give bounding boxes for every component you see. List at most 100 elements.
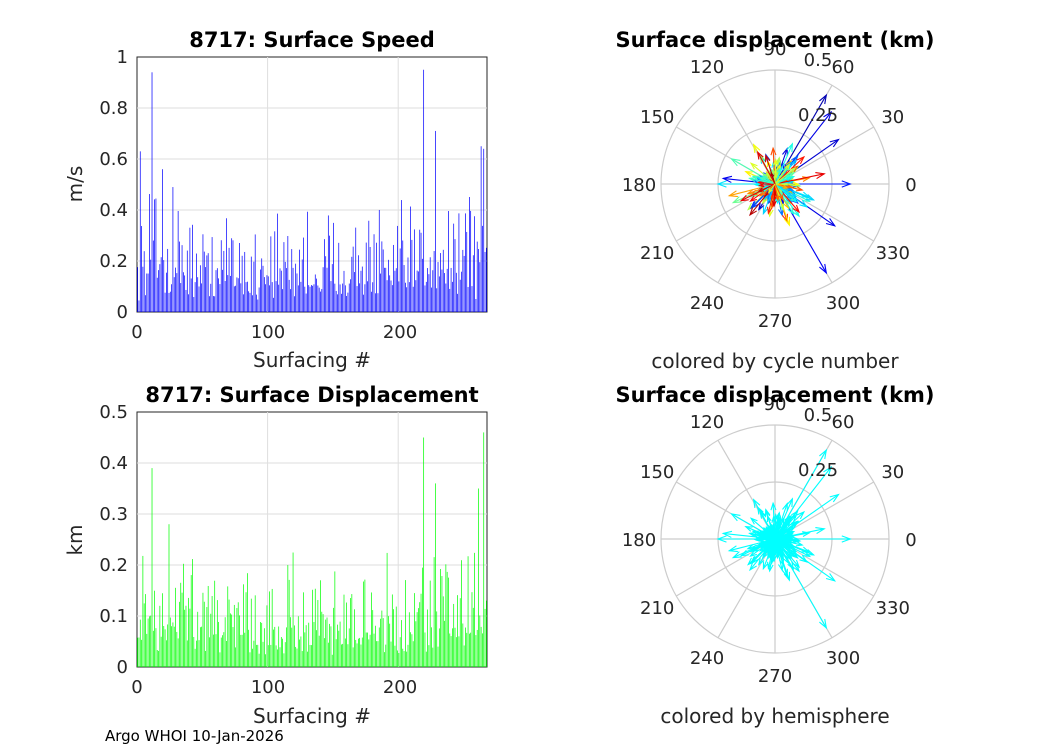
bar bbox=[346, 295, 347, 312]
bar bbox=[406, 651, 408, 667]
bar bbox=[407, 257, 409, 312]
displacement-vector bbox=[757, 537, 776, 543]
bar bbox=[160, 636, 162, 667]
bar bbox=[292, 552, 294, 667]
bar bbox=[411, 634, 413, 667]
vector-head bbox=[790, 196, 798, 204]
bar bbox=[483, 432, 485, 667]
bar bbox=[351, 256, 353, 312]
bar bbox=[197, 277, 199, 312]
displacement-vector bbox=[774, 538, 784, 556]
angle-spoke bbox=[717, 183, 776, 284]
bar bbox=[169, 617, 171, 667]
bar bbox=[367, 632, 368, 667]
bar bbox=[243, 584, 244, 667]
bar bbox=[177, 638, 179, 667]
angle-label: 30 bbox=[881, 462, 904, 483]
bar bbox=[246, 573, 248, 667]
vector-head bbox=[758, 177, 766, 182]
bar bbox=[198, 286, 200, 312]
bar bbox=[150, 259, 152, 312]
bar bbox=[253, 261, 255, 312]
bar bbox=[216, 268, 218, 312]
vector-shaft bbox=[774, 514, 777, 540]
bar bbox=[329, 623, 330, 667]
vector-head bbox=[749, 550, 757, 558]
polar-hemisphere-angle-labels: 0 30 60 90 120 150 180 210 240 270 300 330 bbox=[622, 394, 917, 687]
bar bbox=[292, 267, 294, 312]
vector-head bbox=[825, 573, 837, 582]
vector-head bbox=[825, 218, 837, 227]
bar bbox=[482, 225, 483, 312]
bar bbox=[395, 606, 397, 667]
bar bbox=[198, 640, 200, 667]
vector-head bbox=[788, 175, 796, 181]
bar bbox=[386, 552, 388, 667]
displacement-xlabel: Surfacing # bbox=[253, 704, 371, 728]
bar bbox=[168, 292, 170, 312]
displacement-vector bbox=[748, 532, 776, 540]
bar bbox=[388, 259, 389, 312]
bar bbox=[359, 637, 361, 667]
bar bbox=[442, 596, 444, 667]
bar bbox=[271, 282, 273, 312]
bar bbox=[199, 265, 201, 312]
displacement-vector bbox=[773, 513, 779, 540]
bar bbox=[299, 249, 300, 312]
bar bbox=[209, 296, 210, 312]
bar bbox=[141, 226, 142, 312]
bar bbox=[373, 633, 375, 667]
bar bbox=[164, 629, 166, 667]
bar bbox=[288, 279, 290, 312]
bar bbox=[176, 631, 178, 667]
bar bbox=[173, 626, 175, 667]
bar bbox=[455, 272, 457, 312]
bar bbox=[415, 621, 417, 667]
bar bbox=[287, 565, 289, 667]
bar bbox=[351, 594, 353, 667]
vector-shaft bbox=[759, 538, 776, 552]
bar bbox=[258, 653, 260, 667]
displacement-vector bbox=[748, 177, 776, 185]
bar bbox=[442, 249, 444, 312]
bar bbox=[418, 608, 419, 667]
vector-head bbox=[721, 530, 733, 538]
bar bbox=[437, 262, 439, 312]
bar bbox=[342, 643, 344, 667]
bar bbox=[408, 612, 410, 667]
bar bbox=[421, 567, 423, 667]
displacement-ytick: 0.1 bbox=[99, 606, 128, 627]
vector-head bbox=[770, 501, 777, 511]
displacement-vector bbox=[774, 538, 798, 553]
bar bbox=[402, 648, 404, 667]
bar bbox=[337, 294, 338, 312]
bar bbox=[219, 652, 221, 667]
bar bbox=[335, 290, 337, 312]
bar bbox=[348, 283, 350, 312]
vector-head bbox=[749, 195, 757, 203]
bar bbox=[418, 271, 419, 312]
bar bbox=[167, 624, 169, 667]
vector-head bbox=[819, 93, 828, 105]
bar bbox=[185, 289, 187, 312]
vector-head bbox=[756, 505, 764, 515]
angle-label: 240 bbox=[690, 648, 724, 669]
bar bbox=[444, 620, 445, 667]
bar bbox=[271, 588, 273, 667]
bar bbox=[378, 209, 380, 312]
bar bbox=[339, 621, 341, 667]
vector-head bbox=[783, 216, 791, 227]
bar bbox=[433, 557, 435, 667]
speed-xticks: 0 100 200 bbox=[131, 322, 417, 343]
vector-head bbox=[767, 561, 773, 570]
bar bbox=[201, 283, 203, 312]
bar bbox=[420, 593, 422, 667]
vector-head bbox=[759, 545, 766, 552]
bar bbox=[350, 598, 351, 667]
vector-head bbox=[731, 196, 742, 204]
vector-head bbox=[789, 159, 798, 167]
bar bbox=[347, 644, 349, 667]
displacement-xtick: 100 bbox=[251, 677, 285, 698]
vector-head bbox=[819, 618, 828, 630]
bar bbox=[343, 594, 345, 667]
